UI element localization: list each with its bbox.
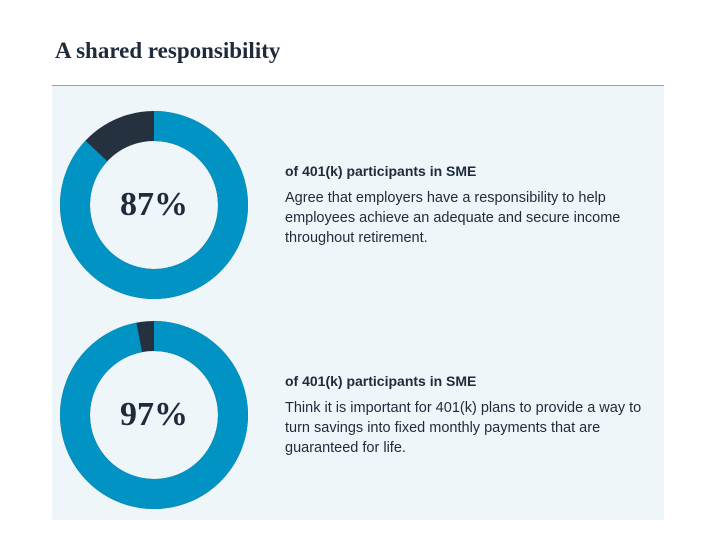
panel bbox=[52, 86, 664, 520]
text-block: of 401(k) participants in SME Think it is… bbox=[285, 373, 665, 458]
subtitle: of 401(k) participants in SME bbox=[285, 163, 477, 179]
center-label: 87% bbox=[120, 186, 188, 223]
subtitle: of 401(k) participants in SME bbox=[285, 373, 477, 389]
description: Agree that employers have a responsibili… bbox=[285, 190, 621, 246]
donut-segment bbox=[60, 321, 248, 509]
description: Think it is important for 401(k) plans t… bbox=[285, 400, 642, 456]
page-title: A shared responsibility bbox=[55, 38, 281, 63]
donut-segment bbox=[60, 111, 248, 299]
center-label: 97% bbox=[120, 396, 188, 433]
divider bbox=[52, 85, 664, 86]
text-block: of 401(k) participants in SME Agree that … bbox=[285, 163, 665, 248]
